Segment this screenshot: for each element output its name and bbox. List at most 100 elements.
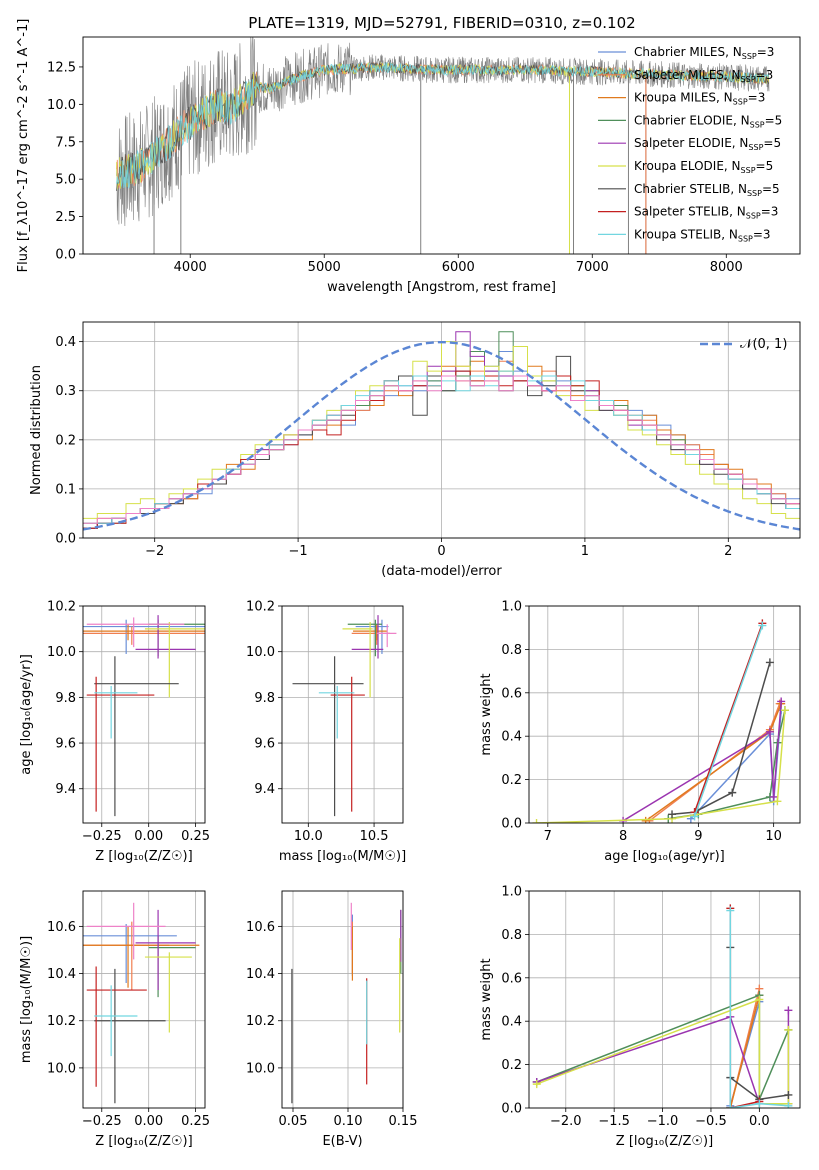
errorbar-plot [83,902,200,1104]
errorbar-point [135,909,196,991]
y-tick-label: 0.2 [501,1058,522,1073]
errorbar-point [94,985,138,1057]
errorbar-point [318,685,355,739]
legend-sub: SSP [748,143,763,152]
errorbar-plot [291,902,402,1104]
axes-frame [528,605,801,824]
y-axis-label: Normed distribution [29,365,44,495]
legend-suffix: =5 [756,159,774,173]
legend-suffix: =5 [763,136,781,150]
y-tick-label: 0.8 [501,928,522,943]
charts-container: 4000 5000 6000 7000 80000.02.55.07.510.012.5… [16,19,801,1149]
legend-label: Chabrier STELIB, NSSP=5 [634,182,780,198]
x-tick-label: 5000 [308,260,341,275]
y-tick-label: 7.5 [55,135,76,150]
y-tick-label: 0.2 [55,433,76,448]
legend-label: Kroupa MILES, NSSP=3 [634,91,765,107]
spectrum-plot [116,37,770,254]
errorbar-point [83,626,205,645]
y-tick-label: 0.6 [501,971,522,986]
y-tick-label: 0.0 [55,532,76,547]
x-tick-label: 10.0 [294,829,323,844]
y-tick-label: 10.6 [47,920,76,935]
y-tick-label: 10.0 [246,1061,275,1076]
x-axis-label: E(B-V) [322,1134,362,1149]
errorbar-point [292,656,364,817]
weight-marker [755,995,764,1004]
legend-sub: SSP [738,234,753,243]
legend-label: Salpeter MILES, NSSP=3 [634,68,773,84]
errorbar-point [86,902,166,960]
x-axis-label: (data-model)/error [381,564,502,579]
x-axis-label: Z [log₁₀(Z/Z☉)] [95,849,192,864]
legend-name: Salpeter MILES, N [634,68,741,82]
y-tick-label: 9.8 [55,691,76,706]
y-tick-label: 10.0 [246,645,275,660]
weight-marker [784,1090,793,1099]
legend-name: Kroupa ELODIE, N [634,159,741,173]
legend-label: Chabrier MILES, NSSP=3 [634,45,774,61]
x-tick-label: −2.0 [550,1114,582,1129]
x-tick-label: −0.25 [82,829,122,844]
y-tick-label: 10.2 [246,1014,275,1029]
y-axis-label: Flux [f_λ10^-17 erg cm^-2 s^-1 A^-1] [16,19,31,273]
figure-title: PLATE=1319, MJD=52791, FIBERID=0310, z=0… [248,14,635,32]
legend-label: Kroupa STELIB, NSSP=3 [634,227,771,243]
x-axis-label: Z [log₁₀(Z/Z☉)] [616,1134,713,1149]
axes-age_vs_Z: −0.25 0.00 0.25 9.4 9.6 9.8 10.0 10.2 Z [log₁₀(Z… [19,600,210,865]
x-tick-label: 2 [724,544,732,559]
legend-suffix: =5 [762,182,780,196]
legend-sub: SSP [741,166,756,175]
weight-marker [780,706,789,715]
y-tick-label: 10.6 [246,920,275,935]
legend-label: Chabrier ELODIE, NSSP=5 [634,113,782,129]
legend-suffix: =3 [753,227,771,241]
residual-legend: 𝒩(0, 1) [700,337,787,352]
errorbar-point [83,921,170,991]
x-tick-label: 0.00 [134,829,163,844]
legend-suffix: =3 [756,68,774,82]
axes-mass_vs_ebv: 0.05 0.10 0.15 10.0 10.2 10.4 10.6 E(B-V) [246,891,417,1149]
y-tick-label: 10.4 [47,967,76,982]
errorbar-plot [83,615,205,817]
axes-frame [528,890,801,1109]
weight-marker [726,1104,735,1108]
weight-marker [784,1101,793,1108]
weight-plot [532,619,789,823]
y-tick-label: 0.4 [501,1015,522,1030]
x-tick-label: 0.00 [134,1114,163,1129]
x-tick-label: 0.25 [181,1114,210,1129]
x-axis-label: mass [log₁₀(M/M☉)] [279,849,406,864]
legend-name: Chabrier STELIB, N [634,182,747,196]
errorbar-point [351,615,384,659]
x-tick-label: 0.10 [334,1114,363,1129]
errorbar-point [330,676,365,812]
axes-frame [281,890,404,1109]
weight-marker [755,1099,764,1108]
weight-marker [777,697,786,706]
errorbar-point [86,617,185,648]
y-tick-label: 0.1 [55,482,76,497]
x-tick-label: 0.25 [181,829,210,844]
weight-marker [784,1025,793,1034]
weight-series [729,910,789,1108]
y-tick-label: 2.5 [55,210,76,225]
weight-marker [532,1080,541,1089]
y-tick-label: 10.0 [47,645,76,660]
y-tick-label: 0.4 [55,335,76,350]
y-tick-label: 0.6 [501,686,522,701]
legend-name: Kroupa STELIB, N [634,227,738,241]
weight-series [693,623,764,813]
axes-frame [281,605,404,824]
weight-series [536,710,786,823]
axes-residuals: −2 −1 0 1 2 0.0 0.1 0.2 0.3 0.4 (data-model)/error… [29,322,800,579]
legend-label: Salpeter STELIB, NSSP=3 [634,205,778,221]
axes-frame [82,36,801,255]
y-tick-label: 1.0 [501,600,522,615]
errorbar-point [83,619,205,654]
legend-label: 𝒩(0, 1) [740,337,787,352]
axes-weight_vs_age: 7 8 9 10 0.0 0.2 0.4 0.6 0.8 1.0 age [log₁₀(age/yr… [479,600,800,864]
y-tick-label: 0.0 [501,817,522,832]
x-axis-label: Z [log₁₀(Z/Z☉)] [95,1134,192,1149]
